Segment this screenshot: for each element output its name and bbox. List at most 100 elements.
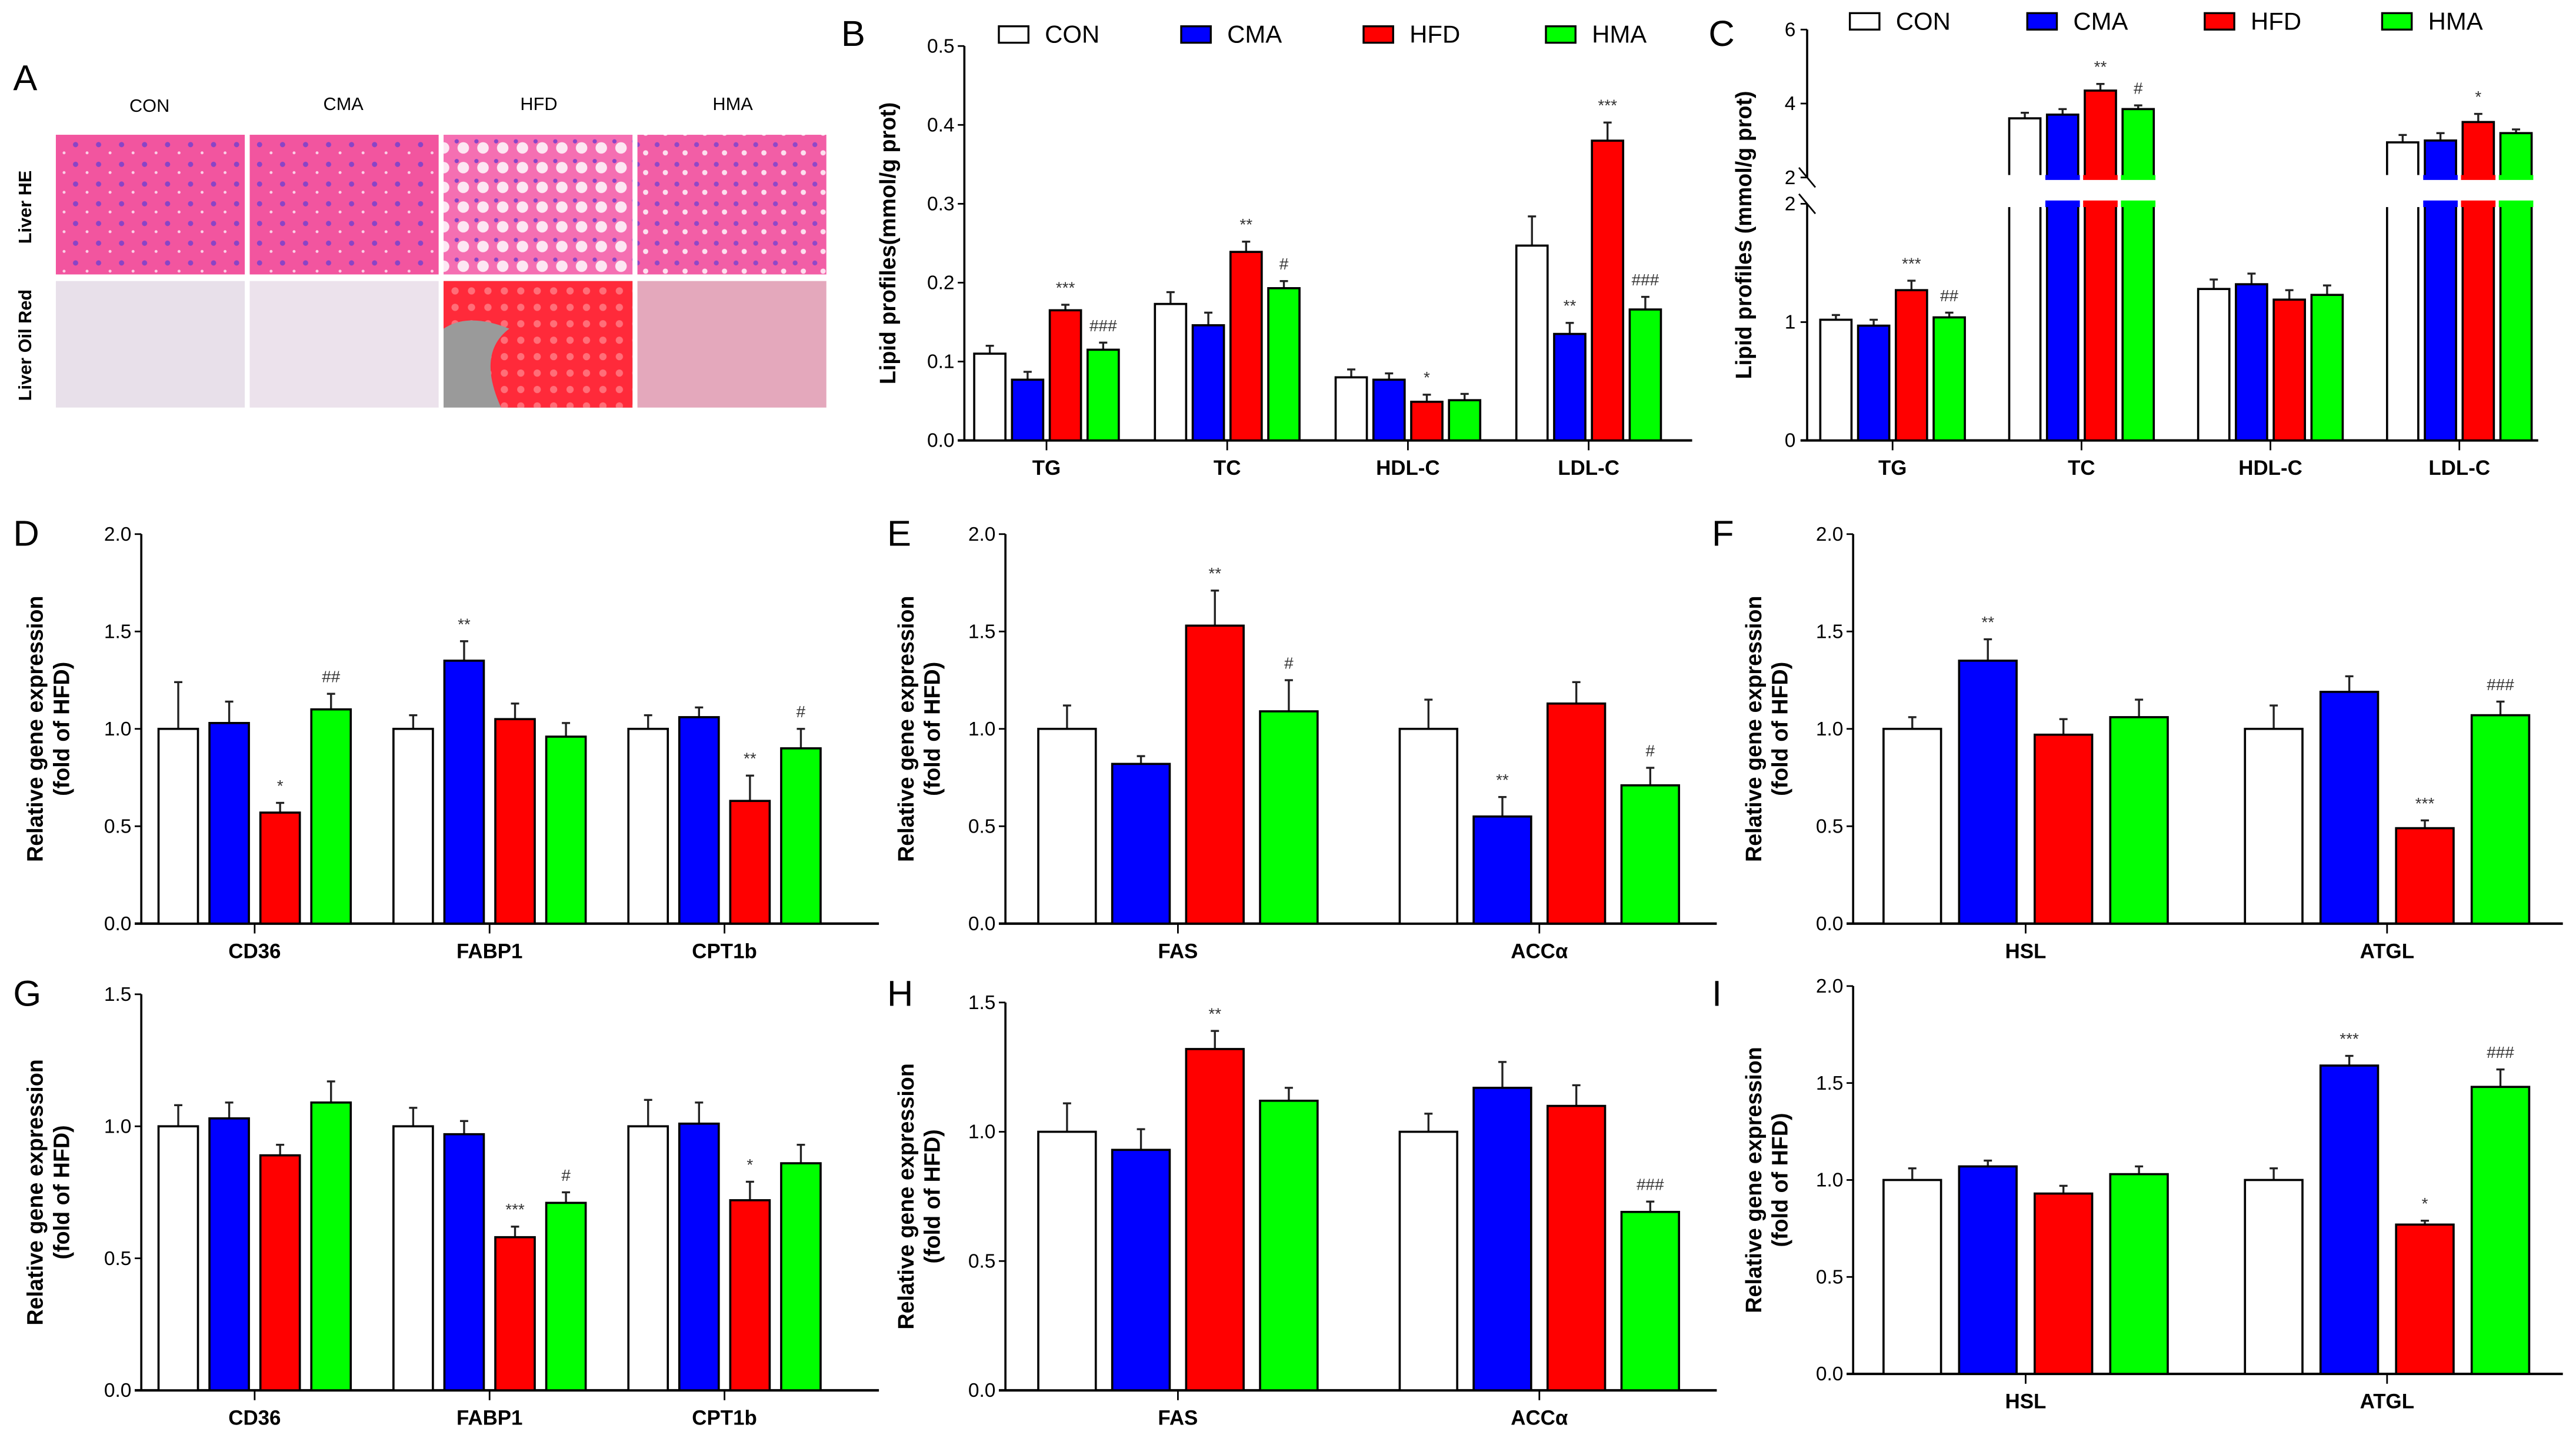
oilred-image-hma [637,281,827,408]
bar-break-cover [2007,200,2042,207]
y-axis-label: Lipid profiles(mmol/g prot) [875,102,900,384]
bar-con [1334,376,1368,442]
significance-label: ## [1940,287,1959,305]
y-tick-label: 0.0 [927,430,955,452]
column-label-hfd: HFD [520,94,557,114]
bar-con [2197,288,2231,442]
significance-label: ## [322,668,341,686]
panel-letter: F [1712,513,1734,554]
panel-letter: I [1712,973,1722,1014]
chart-panel-e: E 0.0 0.5 1.0 1.5 2.0 Relative gene expression… [887,513,1717,963]
y-tick-label: 1 [1785,312,1796,334]
bar-cma [443,660,485,925]
bar-con [157,727,199,925]
significance-label: # [561,1166,571,1184]
y-axis-label: Lipid profiles (mmol/g prot) [1731,91,1756,379]
x-tick-label: HDL-C [2238,457,2302,480]
bar-hma [1620,784,1680,925]
panel-letter: A [13,58,37,99]
y-tick-label: 0.5 [1816,1266,1844,1288]
y-axis-label-sub: (fold of HFD) [919,662,944,796]
bar-cma [1553,332,1587,442]
bar-hfd [1185,1048,1245,1392]
bar-hma [310,1101,352,1392]
bar-cma [1011,378,1045,442]
y-axis-label: Relative gene expression [23,596,48,862]
bar-hfd [1546,702,1607,925]
y-tick-label: 1.5 [104,984,132,1006]
y-axis-label-sub: (fold of HFD) [1767,1113,1792,1247]
y-tick-label: 4 [1785,93,1796,115]
y-tick-label: 0.0 [104,913,132,935]
bar-break-cover [2083,200,2118,207]
he-image-hfd [444,135,633,275]
significance-label: *** [1598,96,1617,115]
bar-con [392,727,434,925]
x-tick-label: FAS [1158,1407,1198,1430]
significance-label: ### [2487,675,2514,694]
chart-panel-h: H 0.0 0.5 1.0 1.5 Relative gene expression (fo… [887,973,1717,1430]
bar-hfd [494,1236,536,1392]
column-label-hma: HMA [712,94,753,114]
bar-hma [310,708,352,925]
significance-label: ### [1089,317,1117,335]
bar-hma [1086,348,1120,442]
y-axis-label: Relative gene expression [894,596,918,862]
bar-break-cover [2385,200,2420,207]
bar-hma [1267,287,1301,442]
y-tick-label: 1.0 [104,1116,132,1137]
bar-break-cover [2498,175,2534,180]
bar-hfd [494,718,536,925]
legend-label: HFD [2251,7,2301,35]
y-tick-label: 0 [1785,430,1796,452]
significance-label: # [1646,741,1655,760]
row-label-liver-he: Liver HE [15,171,35,244]
y-tick-label: 1.0 [1816,718,1844,740]
bar-con [2008,117,2042,179]
bar-cma [1191,324,1225,442]
bar-con [2244,727,2304,925]
bar-hfd [2033,733,2094,925]
bar-cma-lower [2424,202,2457,442]
x-tick-label: TG [1032,457,1061,480]
significance-label: * [277,777,284,795]
y-tick-label: 0.0 [968,1380,996,1402]
charts: B 0.0 0.1 0.2 0.3 0.4 0.5 Lipid profiles(mmol/g… [13,7,2563,1430]
y-axis-label: Relative gene expression [1741,596,1766,862]
bar-hfd [259,1154,301,1392]
bar-hma [545,1201,587,1392]
bar-hma-lower [2121,202,2155,442]
y-tick-label: 0.4 [927,114,955,136]
bar-con [627,727,669,925]
y-tick-label: 1.0 [104,718,132,740]
significance-label: ** [458,615,471,633]
chart-panel-i: I 0.0 0.5 1.0 1.5 2.0 Relative gene expression… [1712,973,2563,1413]
bar-con [392,1125,434,1392]
x-tick-label: HSL [2005,1390,2047,1413]
bar-con [2386,141,2420,179]
bar-cma [443,1133,485,1392]
y-tick-label: 0.5 [968,815,996,837]
y-axis-label: Relative gene expression [1741,1047,1766,1313]
panel-letter: H [887,973,913,1014]
bar-cma-lower [2045,202,2080,442]
panel-letter: B [841,14,865,54]
bar-break-cover [2121,200,2156,207]
x-tick-label: CD36 [228,940,281,963]
y-tick-label: 0.0 [1816,913,1844,935]
column-label-cma: CMA [324,94,364,114]
he-image-con [55,135,245,275]
bar-cma [678,1122,720,1392]
bar-cma [1958,660,2018,925]
he-image-hma [637,135,827,275]
x-tick-label: FAS [1158,940,1198,963]
x-tick-label: TC [1214,457,1241,480]
bar-hma [2109,1173,2169,1375]
y-axis-label: Relative gene expression [23,1059,48,1325]
bar-break-cover [2461,175,2496,180]
bar-con [1882,727,1942,925]
bar-break-cover [2498,200,2534,207]
column-label-con: CON [129,95,169,116]
bar-con [1882,1179,1942,1375]
